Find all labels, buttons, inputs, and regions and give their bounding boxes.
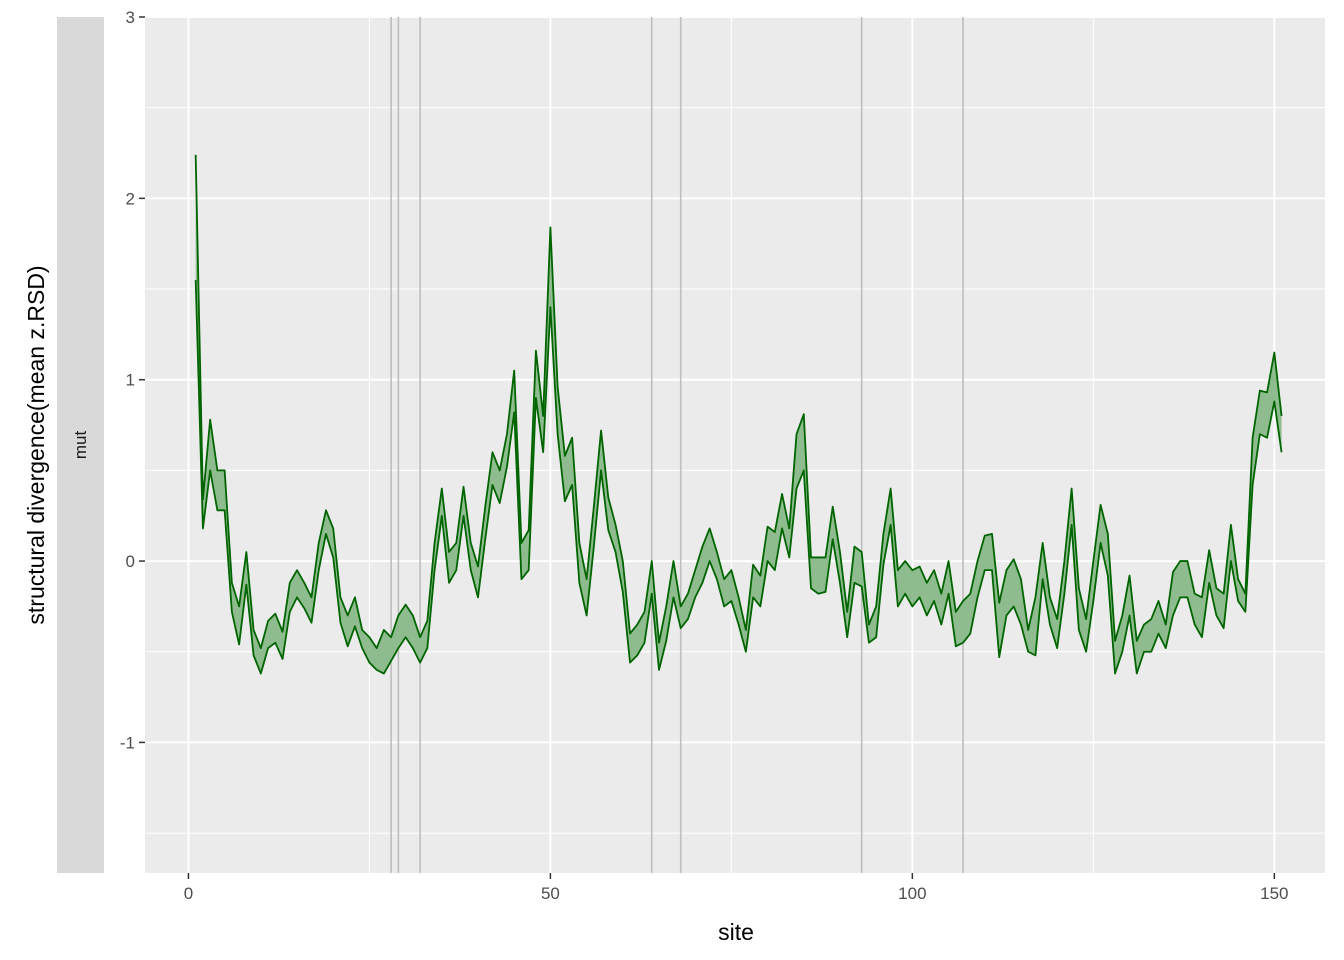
confidence-band: [194, 154, 1283, 675]
y-axis: -1 0 1 2 3: [120, 8, 145, 752]
y-tick-label: 3: [126, 8, 135, 27]
x-tick-label: 50: [541, 884, 560, 903]
x-tick-label: 100: [898, 884, 926, 903]
y-axis-title: structural divergence(mean z.RSD): [23, 265, 49, 624]
y-tick-label: 0: [126, 552, 135, 571]
panel-background: [145, 17, 1325, 873]
y-tick-label: 1: [126, 371, 135, 390]
x-tick-label: 150: [1260, 884, 1288, 903]
strip-background: [57, 17, 104, 873]
upper-bound-line: [194, 154, 1283, 650]
facet-strip-label: mut: [71, 431, 90, 460]
y-tick-label: 2: [126, 189, 135, 208]
reference-lines: [390, 17, 964, 873]
y-tick-label: -1: [120, 733, 135, 752]
x-tick-label: 0: [184, 884, 193, 903]
grid-lines: [145, 16, 1325, 873]
x-axis-title: site: [718, 919, 754, 945]
lower-bound-line: [194, 279, 1283, 675]
x-axis: 0 50 100 150: [184, 873, 1289, 903]
